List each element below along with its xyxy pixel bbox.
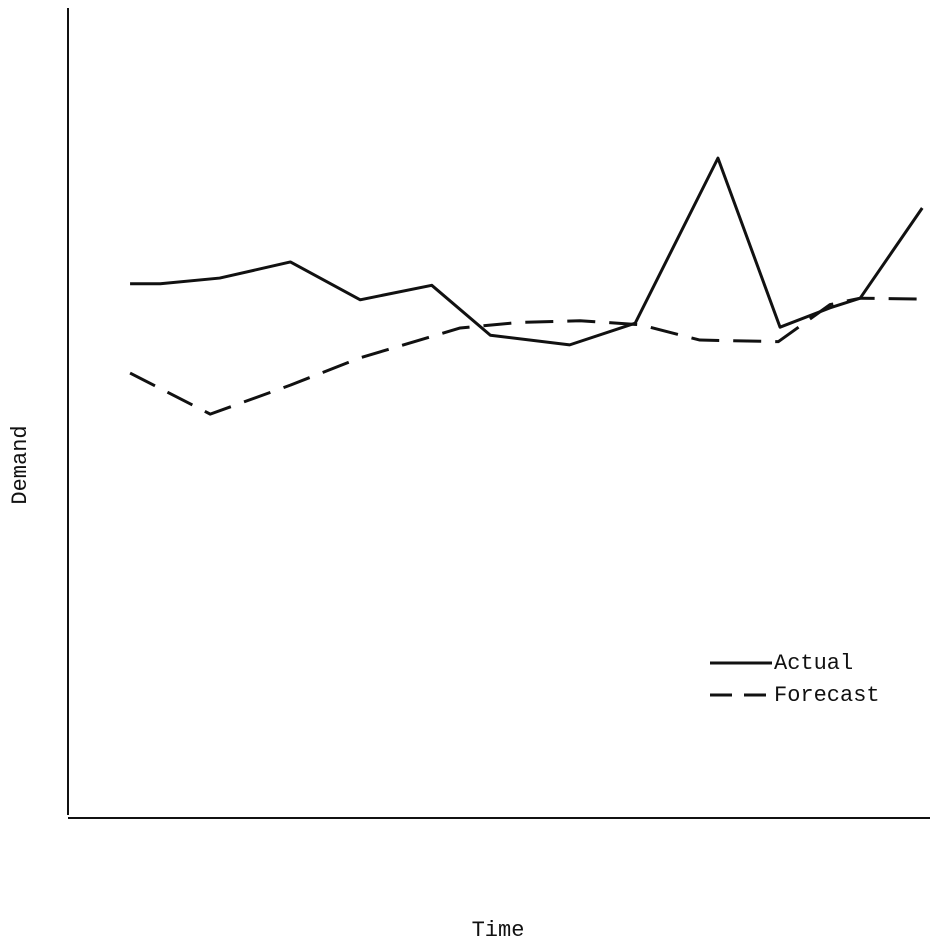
y-axis-label: Demand [8,425,33,504]
legend-label: Forecast [774,683,880,708]
legend-label: Actual [774,651,853,676]
x-axis-label: Time [472,918,525,943]
series-line [129,296,918,416]
series-line [130,156,924,347]
